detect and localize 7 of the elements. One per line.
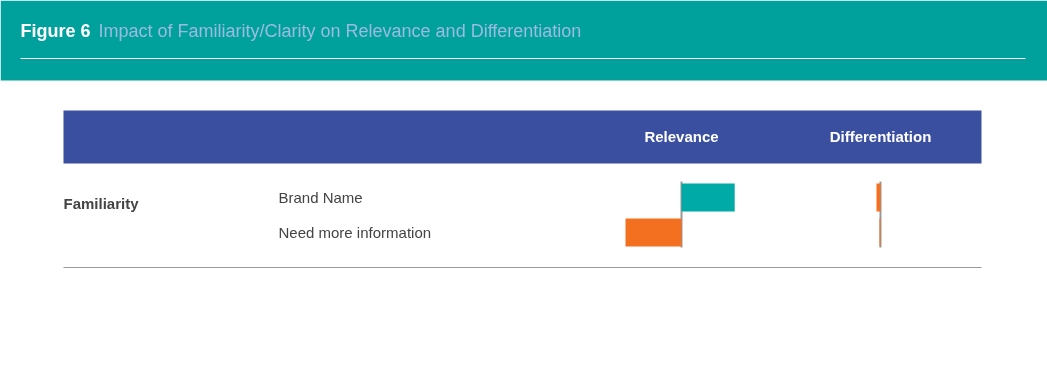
chart-title: Differentiation (829, 128, 932, 145)
y-tick-label: Need more information (278, 224, 432, 241)
text: Impact of Familiarity/Clarity on Relevance and Differentiation (98, 20, 582, 41)
text: Figure 6 (20, 20, 91, 41)
chart-title: Relevance (644, 128, 719, 145)
y-axis-title: Familiarity (63, 195, 140, 212)
y-tick-label: Brand Name (278, 189, 363, 206)
